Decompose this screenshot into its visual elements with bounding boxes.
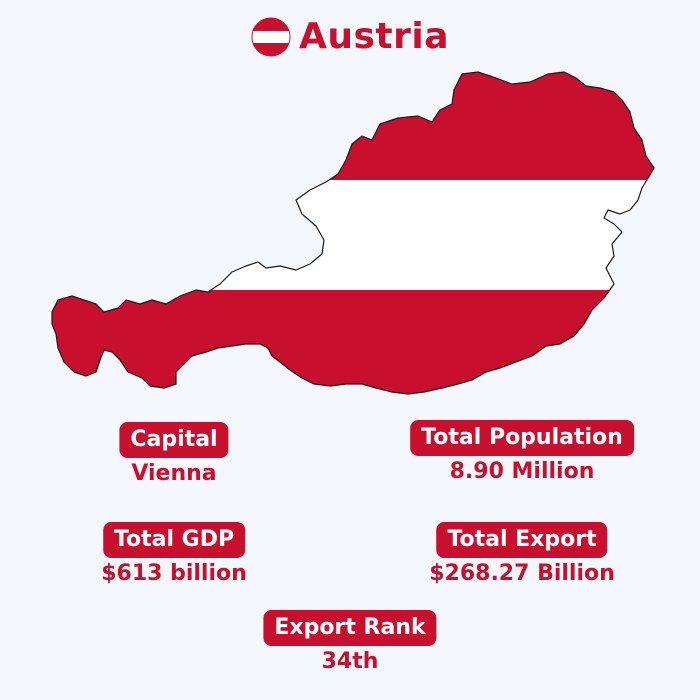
capital-stat: Capital Vienna (119, 422, 229, 488)
gdp-stat: Total GDP $613 billion (101, 522, 247, 588)
austria-flag-icon (251, 17, 291, 56)
population-value: 8.90 Million (449, 459, 595, 484)
title-text: Austria (298, 16, 449, 57)
export-rank-value: 34th (321, 649, 379, 674)
population-label: Total Population (410, 420, 634, 456)
export-rank-label: Export Rank (263, 610, 437, 646)
capital-label: Capital (119, 422, 229, 458)
capital-value: Vienna (131, 461, 217, 486)
page-title: Austria (0, 16, 700, 57)
export-stat: Total Export $268.27 Billion (429, 522, 615, 588)
export-rank-stat: Export Rank 34th (263, 610, 437, 676)
population-stat: Total Population 8.90 Million (410, 420, 634, 486)
gdp-value: $613 billion (101, 561, 247, 586)
export-label: Total Export (436, 522, 608, 558)
gdp-label: Total GDP (102, 522, 246, 558)
export-value: $268.27 Billion (429, 561, 615, 586)
